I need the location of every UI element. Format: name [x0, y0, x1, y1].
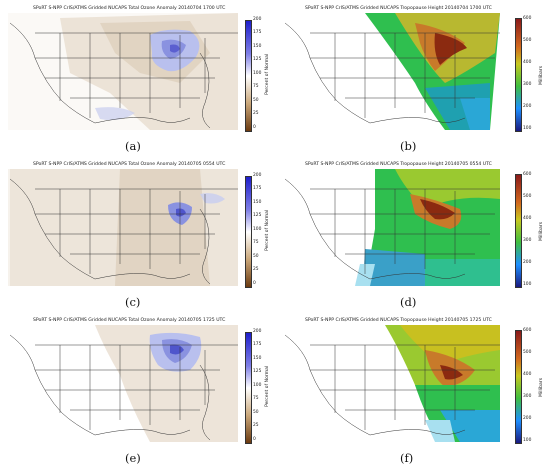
- tick-label: 300: [523, 394, 532, 399]
- tropopause-colorbar: [515, 174, 522, 288]
- tick-label: 300: [523, 82, 532, 87]
- tick-label: 200: [253, 173, 262, 178]
- panel-caption: (b): [400, 139, 417, 153]
- tick-label: 200: [253, 17, 262, 22]
- map-title: SPoRT S-NPP CrIS/ATMS Gridded NUCAPS Tot…: [33, 318, 226, 323]
- panel-b: SPoRT S-NPP CrIS/ATMS Gridded NUCAPS Tro…: [275, 0, 550, 156]
- map-title: SPoRT S-NPP CrIS/ATMS Gridded NUCAPS Tot…: [33, 162, 226, 167]
- ozone-colorbar: [245, 20, 252, 132]
- panel-caption: (e): [125, 451, 141, 465]
- tropopause-map: [283, 325, 508, 442]
- tick-label: 75: [253, 396, 259, 401]
- tick-label: 500: [523, 350, 532, 355]
- ozone-colorbar: [245, 176, 252, 288]
- tick-label: 125: [253, 213, 262, 218]
- tick-label: 600: [523, 328, 532, 333]
- tick-label: 400: [523, 216, 532, 221]
- panel-caption: (c): [125, 295, 141, 309]
- tick-label: 400: [523, 60, 532, 65]
- tick-label: 175: [253, 186, 262, 191]
- tick-label: 100: [253, 71, 262, 76]
- tropopause-colorbar: [515, 330, 522, 444]
- map-title: SPoRT S-NPP CrIS/ATMS Gridded NUCAPS Tro…: [305, 6, 492, 11]
- panel-c: SPoRT S-NPP CrIS/ATMS Gridded NUCAPS Tot…: [0, 156, 275, 312]
- tick-label: 175: [253, 342, 262, 347]
- ozone-colorbar: [245, 332, 252, 444]
- colorbar-label: Millibars: [539, 65, 544, 85]
- tropopause-colorbar: [515, 18, 522, 132]
- map-title: SPoRT S-NPP CrIS/ATMS Gridded NUCAPS Tot…: [33, 6, 226, 11]
- panel-caption: (a): [125, 139, 141, 153]
- colorbar-label: Millibars: [539, 377, 544, 397]
- colorbar-label: Percent of Normal: [265, 209, 270, 251]
- map-title: SPoRT S-NPP CrIS/ATMS Gridded NUCAPS Tro…: [305, 318, 492, 323]
- tick-label: 200: [523, 260, 532, 265]
- map-title: SPoRT S-NPP CrIS/ATMS Gridded NUCAPS Tro…: [305, 162, 492, 167]
- panel-caption: (d): [400, 295, 417, 309]
- tick-label: 150: [253, 200, 262, 205]
- tick-label: 100: [523, 126, 532, 131]
- tick-label: 25: [253, 423, 259, 428]
- tick-label: 300: [523, 238, 532, 243]
- tick-label: 175: [253, 30, 262, 35]
- tick-label: 25: [253, 267, 259, 272]
- tick-label: 50: [253, 410, 259, 415]
- tick-label: 100: [523, 282, 532, 287]
- tick-label: 100: [253, 383, 262, 388]
- tick-label: 125: [253, 369, 262, 374]
- panel-f: SPoRT S-NPP CrIS/ATMS Gridded NUCAPS Tro…: [275, 312, 550, 468]
- tick-label: 200: [253, 329, 262, 334]
- tick-label: 125: [253, 57, 262, 62]
- tropopause-map: [283, 13, 508, 130]
- tick-label: 0: [253, 437, 256, 442]
- colorbar-label: Percent of Normal: [265, 53, 270, 95]
- panel-caption: (f): [400, 451, 414, 465]
- tick-label: 150: [253, 44, 262, 49]
- ozone-map: [8, 325, 238, 442]
- tick-label: 100: [523, 438, 532, 443]
- tick-label: 500: [523, 194, 532, 199]
- colorbar-label: Millibars: [539, 221, 544, 241]
- ozone-map: [8, 169, 238, 286]
- tick-label: 0: [253, 125, 256, 130]
- tick-label: 75: [253, 240, 259, 245]
- tick-label: 400: [523, 372, 532, 377]
- tick-label: 50: [253, 98, 259, 103]
- tick-label: 150: [253, 356, 262, 361]
- panel-e: SPoRT S-NPP CrIS/ATMS Gridded NUCAPS Tot…: [0, 312, 275, 468]
- colorbar-label: Percent of Normal: [265, 365, 270, 407]
- ozone-map: [8, 13, 238, 130]
- tick-label: 500: [523, 38, 532, 43]
- panel-a: SPoRT S-NPP CrIS/ATMS Gridded NUCAPS Tot…: [0, 0, 275, 156]
- panel-d: SPoRT S-NPP CrIS/ATMS Gridded NUCAPS Tro…: [275, 156, 550, 312]
- tick-label: 600: [523, 172, 532, 177]
- tick-label: 0: [253, 281, 256, 286]
- tick-label: 50: [253, 254, 259, 259]
- tick-label: 200: [523, 104, 532, 109]
- tropopause-map: [283, 169, 508, 286]
- tick-label: 100: [253, 227, 262, 232]
- tick-label: 600: [523, 16, 532, 21]
- tick-label: 200: [523, 416, 532, 421]
- tick-label: 25: [253, 111, 259, 116]
- tick-label: 75: [253, 84, 259, 89]
